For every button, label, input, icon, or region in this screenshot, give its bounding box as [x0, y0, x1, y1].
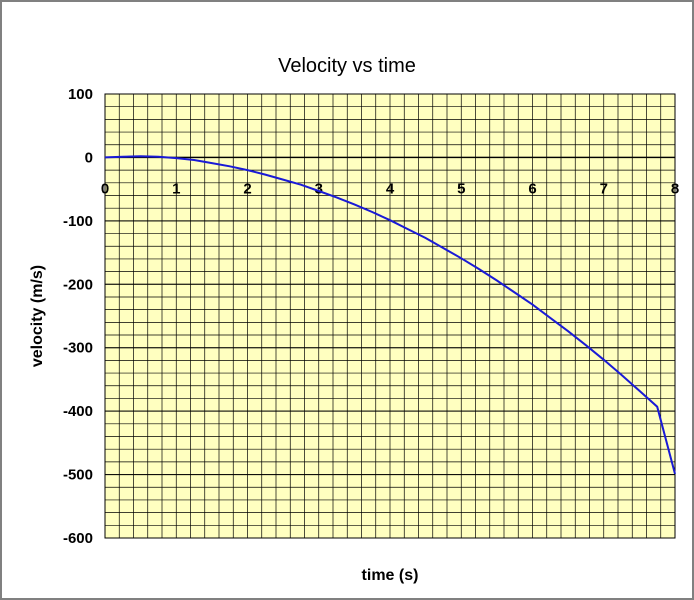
y-tick-label: -100 [63, 213, 93, 230]
x-tick-label: 3 [315, 180, 323, 197]
y-tick-label: -600 [63, 530, 93, 547]
y-axis-label: velocity (m/s) [29, 265, 46, 367]
x-tick-label: 2 [243, 180, 251, 197]
x-tick-label: 7 [600, 180, 608, 197]
x-tick-labels: 0 1 2 3 4 5 6 7 8 [101, 180, 679, 197]
x-tick-label: 4 [386, 180, 395, 197]
x-tick-label: 8 [671, 180, 679, 197]
velocity-series-line [104, 155, 676, 475]
x-tick-label: 1 [172, 180, 180, 197]
y-tick-labels: 100 0 -100 -200 -300 -400 -500 -600 [63, 86, 93, 547]
y-tick-label: -400 [63, 403, 93, 420]
y-tick-label: -200 [63, 276, 93, 293]
y-tick-label: 0 [85, 149, 93, 166]
y-tick-label: -300 [63, 340, 93, 357]
y-tick-label: 100 [68, 86, 93, 103]
x-axis-label: time (s) [362, 567, 419, 584]
minor-grid [104, 93, 676, 539]
y-tick-label: -500 [63, 467, 93, 484]
x-tick-label: 0 [101, 180, 109, 197]
x-tick-label: 6 [528, 180, 536, 197]
chart-title: Velocity vs time [278, 55, 416, 77]
x-tick-label: 5 [457, 180, 465, 197]
